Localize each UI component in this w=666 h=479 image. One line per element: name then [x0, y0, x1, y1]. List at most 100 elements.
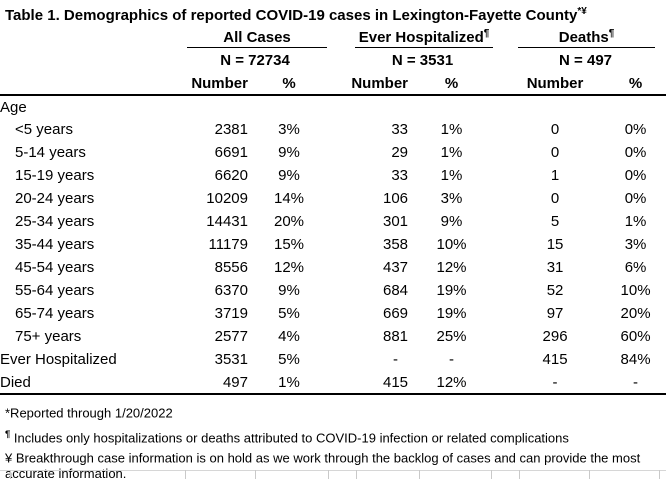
cell-deaths-percent: 60%: [620, 328, 651, 345]
table-row-ever-hospitalized: Ever Hospitalized 3531 5% - - 415 84%: [0, 348, 666, 371]
cell-hosp-number: 106: [382, 190, 409, 207]
cell-deaths-percent: 84%: [620, 351, 651, 368]
cell-hosp-number: 33: [391, 121, 409, 138]
group-deaths: Deaths¶: [505, 26, 666, 49]
cell-all-number: 3719: [214, 305, 248, 322]
row-label: 45-54 years: [15, 259, 95, 276]
cell-deaths-number: 31: [546, 259, 564, 276]
cell-hosp-percent: -: [449, 351, 455, 368]
header-all-percent: %: [248, 72, 331, 96]
column-gap: [495, 164, 505, 187]
table-row: 35-44 years 11179 15% 358 10% 15 3%: [0, 233, 666, 256]
footnote-superscript: ¶: [5, 429, 11, 441]
cell-deaths-percent: -: [605, 371, 666, 395]
corner-cell: [0, 26, 180, 49]
column-gap: [495, 256, 505, 279]
table-row-died: Died 497 1% 415 12% --: [0, 371, 666, 395]
cell-all-percent: 14%: [273, 190, 305, 207]
column-gap: [495, 279, 505, 302]
sheet-gridline-vertical: [491, 470, 492, 479]
row-label: Age: [0, 98, 27, 116]
row-label: Ever Hospitalized: [0, 351, 117, 368]
sheet-gridline-vertical: [419, 470, 420, 479]
cell-all-number: 6620: [214, 167, 248, 184]
table-row-age-section: Age: [0, 95, 666, 118]
sheet-gridline-vertical: [356, 470, 357, 479]
sheet-gridline-vertical: [185, 470, 186, 479]
cell-hosp-number: 415: [350, 371, 409, 395]
cell-all-percent: [248, 95, 330, 118]
column-gap: [330, 26, 350, 49]
cell-deaths-percent: 0%: [624, 167, 647, 184]
cell-all-number: 6691: [214, 144, 248, 161]
table-row: 5-14 years 6691 9% 29 1% 0 0%: [0, 141, 666, 164]
column-gap: [495, 233, 505, 256]
cell-hosp-percent: 3%: [440, 190, 463, 207]
row-label: <5 years: [15, 121, 73, 138]
cell-hosp-percent: 1%: [440, 144, 463, 161]
cell-all-percent: 12%: [273, 259, 305, 276]
cell-all-percent: 15%: [273, 236, 305, 253]
cell-deaths-number: 97: [546, 305, 564, 322]
cell-all-number: 3531: [214, 351, 248, 368]
group-ever-hospitalized-superscript: ¶: [483, 27, 490, 39]
header-deaths-percent: %: [605, 72, 666, 96]
corner-cell: [0, 72, 180, 96]
cell-deaths-number: 0: [550, 144, 560, 161]
cell-all-percent: 5%: [278, 351, 300, 368]
cell-hosp-percent: 1%: [440, 167, 463, 184]
demographics-table: All Cases Ever Hospitalized¶ Deaths¶ N =…: [0, 26, 666, 395]
column-gap: [495, 187, 505, 210]
column-gap: [330, 72, 351, 96]
cell-deaths-number: 0: [550, 121, 560, 138]
column-gap: [495, 141, 505, 164]
column-gap: [330, 95, 350, 118]
cell-hosp-number: 29: [391, 144, 409, 161]
sheet-gridline-vertical: [10, 470, 11, 479]
column-gap: [330, 371, 351, 395]
cell-hosp-percent: [408, 95, 495, 118]
cell-hosp-number: -: [393, 351, 399, 368]
cell-all-number: 2577: [214, 328, 248, 345]
footnote-includes-only: ¶ Includes only hospitalizations or deat…: [5, 427, 658, 446]
cell-all-percent: 5%: [278, 305, 300, 322]
cell-all-percent: 20%: [273, 213, 305, 230]
cell-all-number: 8556: [214, 259, 248, 276]
row-label: 20-24 years: [15, 190, 95, 207]
cell-hosp-percent: 9%: [440, 213, 463, 230]
corner-cell: [0, 49, 180, 72]
cell-deaths-number: -: [505, 371, 606, 395]
table-title-superscript: *¥: [577, 6, 587, 17]
cell-hosp-number: 669: [382, 305, 409, 322]
table-row: 75+ years 2577 4% 881 25% 296 60%: [0, 325, 666, 348]
cell-hosp-percent: 12%: [408, 371, 496, 395]
column-gap: [495, 348, 505, 371]
cell-hosp-number: 437: [382, 259, 409, 276]
column-gap: [330, 325, 350, 348]
cell-deaths-number: 415: [542, 351, 568, 368]
cell-all-number: 14431: [206, 213, 248, 230]
row-label: 25-34 years: [15, 213, 95, 230]
row-label: 5-14 years: [15, 144, 86, 161]
cell-deaths-number: 1: [550, 167, 560, 184]
footnotes: *Reported through 1/20/2022 ¶ Includes o…: [0, 402, 658, 479]
sheet-gridline-vertical: [589, 470, 590, 479]
column-gap: [330, 256, 350, 279]
footnote-reported-through: *Reported through 1/20/2022: [5, 402, 658, 421]
header-deaths-number: Number: [505, 72, 606, 96]
table-row: 15-19 years 6620 9% 33 1% 1 0%: [0, 164, 666, 187]
cell-deaths-percent: 20%: [620, 305, 651, 322]
group-ever-hospitalized-label: Ever Hospitalized: [358, 28, 484, 46]
column-gap: [495, 302, 505, 325]
cell-hosp-number: 33: [391, 167, 409, 184]
column-gap: [330, 279, 350, 302]
table-title: Table 1. Demographics of reported COVID-…: [0, 0, 666, 24]
cell-deaths-percent: 1%: [624, 213, 647, 230]
row-label: 75+ years: [15, 328, 82, 345]
cell-hosp-number: 358: [382, 236, 409, 253]
sheet-gridline-vertical: [659, 470, 660, 479]
header-all-number: Number: [180, 72, 248, 96]
sheet-gridline-vertical: [328, 470, 329, 479]
column-gap: [330, 210, 350, 233]
cell-all-number: [180, 95, 248, 118]
